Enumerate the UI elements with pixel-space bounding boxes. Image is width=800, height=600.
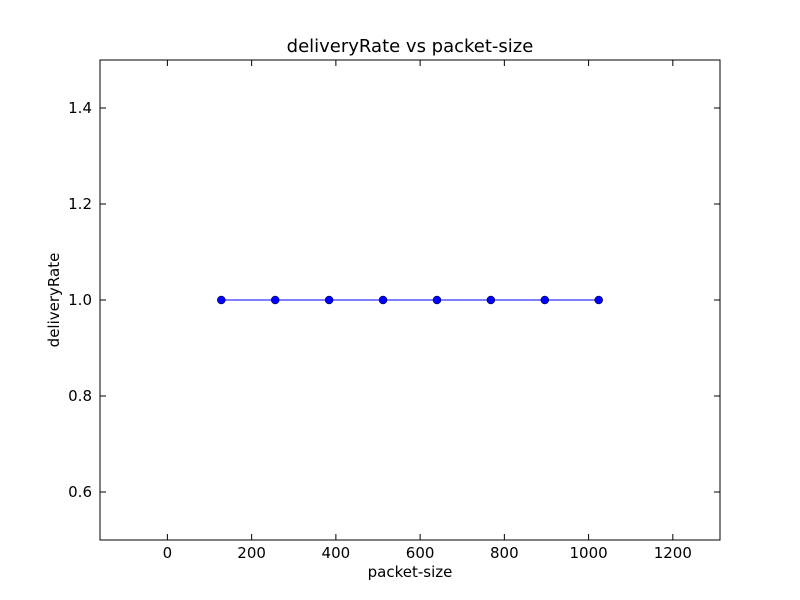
x-tick-label: 0: [163, 544, 173, 562]
y-tick-label: 1.0: [68, 291, 92, 309]
y-axis-title: deliveryRate: [45, 253, 63, 348]
data-point: [486, 295, 496, 305]
x-tick-label: 800: [490, 544, 519, 562]
x-tick-label: 1000: [569, 544, 607, 562]
tick-label-group: 0 200 400 600 800 1000 1200 0.6 0.8 1.0 1.2 1.4: [68, 99, 692, 562]
chart-title: deliveryRate vs packet-size: [287, 36, 534, 57]
tick-group: [100, 60, 720, 540]
x-tick-label: 600: [406, 544, 435, 562]
data-point: [594, 295, 603, 305]
y-tick-label: 0.6: [68, 483, 92, 501]
data-point: [432, 295, 442, 305]
data-point: [540, 295, 550, 305]
y-tick-label: 1.2: [68, 195, 92, 213]
y-tick-label: 1.4: [68, 99, 92, 117]
series-group: [217, 295, 603, 305]
x-tick-label: 400: [322, 544, 351, 562]
x-axis-title: packet-size: [368, 563, 453, 581]
x-tick-label: 200: [237, 544, 266, 562]
data-point: [324, 295, 334, 305]
data-point: [270, 295, 280, 305]
data-point: [378, 295, 388, 305]
y-tick-label: 0.8: [68, 387, 92, 405]
x-tick-label: 1200: [654, 544, 692, 562]
data-point: [217, 295, 226, 305]
